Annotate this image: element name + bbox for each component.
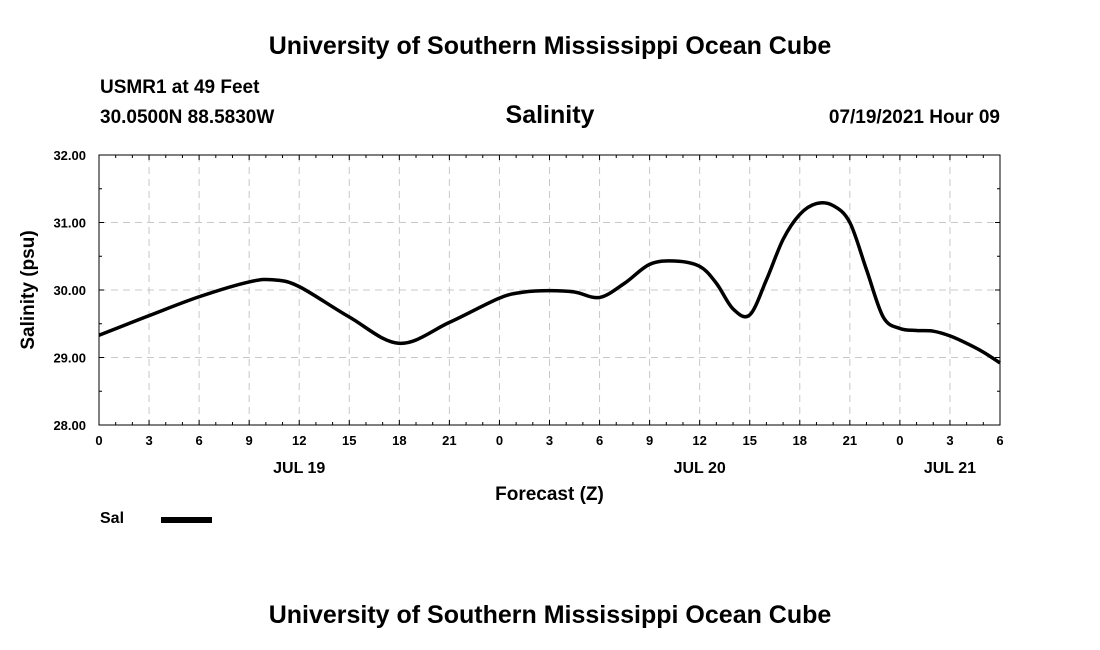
- x-tick-label: 21: [442, 433, 456, 448]
- x-tick-label: 9: [646, 433, 653, 448]
- date-label: JUL 21: [924, 460, 976, 477]
- date-label: JUL 19: [273, 460, 325, 477]
- x-tick-label: 15: [742, 433, 756, 448]
- footer-title: University of Southern Mississippi Ocean…: [268, 601, 832, 629]
- x-tick-label: 9: [246, 433, 253, 448]
- legend-label: Sal: [100, 510, 125, 527]
- header-title: University of Southern Mississippi Ocean…: [268, 32, 832, 60]
- y-tick-label: 31.00: [53, 216, 86, 231]
- x-tick-label: 0: [896, 433, 903, 448]
- x-tick-label: 18: [793, 433, 807, 448]
- x-tick-label: 15: [342, 433, 356, 448]
- series-line-sal: [98, 201, 1001, 365]
- y-axis-title: Salinity (psu): [18, 230, 39, 349]
- x-tick-label: 12: [292, 433, 306, 448]
- parameter-title: Salinity: [505, 101, 595, 129]
- x-tick-label: 3: [946, 433, 953, 448]
- x-tick-label: 21: [843, 433, 857, 448]
- legend-swatch: [161, 517, 212, 523]
- x-tick-label: 3: [145, 433, 152, 448]
- x-tick-label: 3: [546, 433, 553, 448]
- date-label: JUL 20: [674, 460, 726, 477]
- x-axis-title: Forecast (Z): [495, 484, 604, 505]
- x-tick-label: 0: [496, 433, 503, 448]
- x-tick-label: 0: [95, 433, 102, 448]
- x-tick-label: 6: [996, 433, 1003, 448]
- y-tick-label: 30.00: [53, 283, 86, 298]
- x-tick-label: 12: [692, 433, 706, 448]
- x-tick-label: 18: [392, 433, 406, 448]
- x-tick-label: 6: [596, 433, 603, 448]
- x-tick-label: 6: [195, 433, 202, 448]
- coordinates-label: 30.0500N 88.5830W: [100, 107, 275, 128]
- station-label: USMR1 at 49 Feet: [100, 77, 260, 98]
- forecast-datetime: 07/19/2021 Hour 09: [828, 107, 1000, 128]
- y-tick-label: 28.00: [53, 418, 86, 433]
- y-tick-label: 32.00: [53, 148, 86, 163]
- y-tick-label: 29.00: [53, 351, 86, 366]
